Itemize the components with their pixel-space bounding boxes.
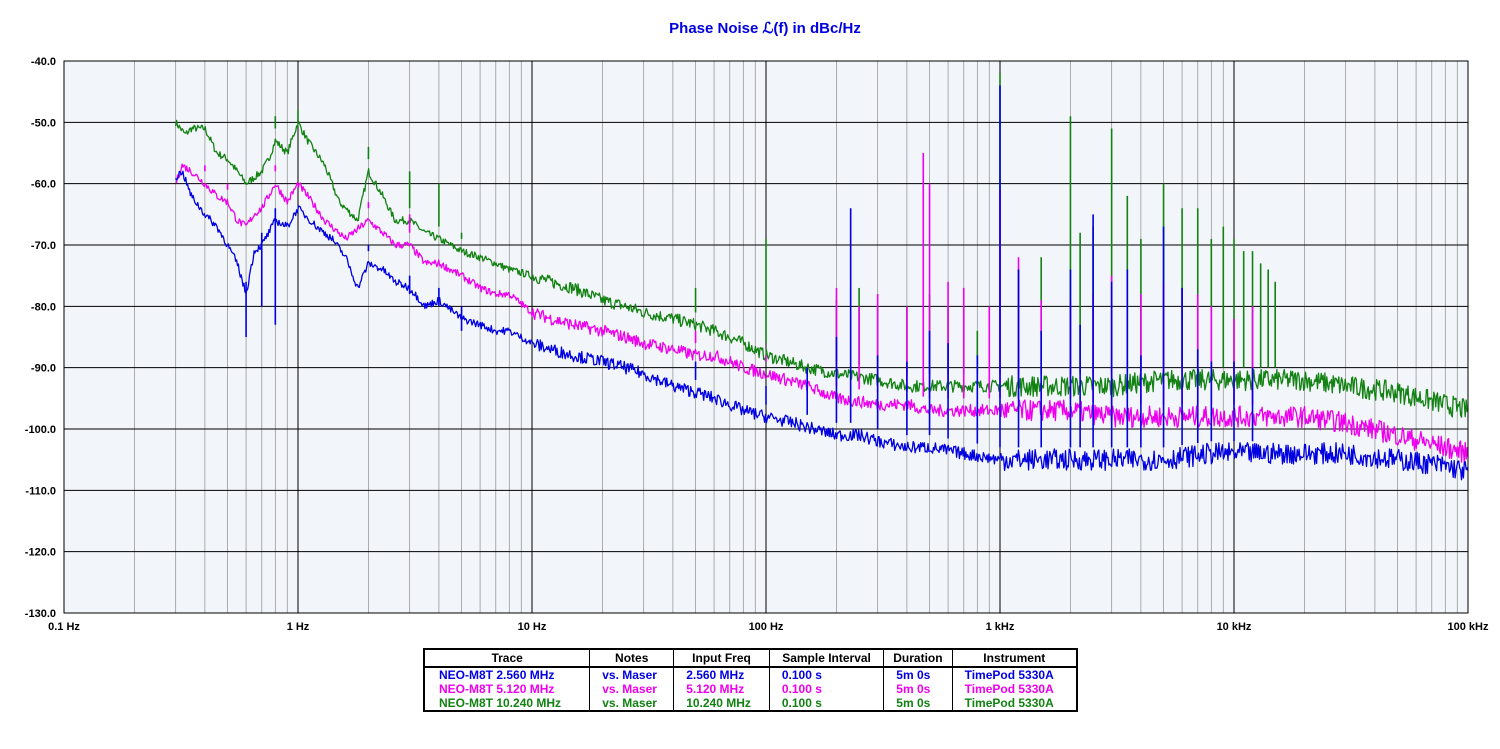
x-tick-label: 100 Hz — [749, 621, 784, 633]
legend-input-freq: 10.240 MHz — [673, 696, 770, 711]
legend-header-notes: Notes — [589, 648, 675, 668]
plot-border — [63, 60, 1469, 614]
y-tick-label: -60.0 — [31, 179, 56, 191]
x-axis-ticks: 0.1 Hz 1 Hz 10 Hz 100 Hz 1 kHz 10 kHz 100 kHz — [48, 621, 1489, 633]
legend-row: NEO-M8T 2.560 MHz vs. Maser 2.560 MHz 0.… — [423, 667, 1078, 682]
series-layer — [174, 73, 1469, 481]
legend-trace-name: NEO-M8T 5.120 MHz — [423, 682, 591, 696]
x-tick-label: 1 Hz — [287, 621, 310, 633]
y-tick-label: -50.0 — [31, 117, 56, 129]
chart-title: Phase Noise ℒ(f) in dBc/Hz — [669, 20, 861, 37]
legend-instrument: TimePod 5330A — [951, 667, 1078, 682]
legend-row: NEO-M8T 10.240 MHz vs. Maser 10.240 MHz … — [423, 696, 1078, 711]
y-axis-ticks: -40.0 -50.0 -60.0 -70.0 -80.0 -90.0 -100.0 -110… — [25, 56, 56, 620]
legend-sample-interval: 0.100 s — [768, 667, 885, 682]
y-tick-label: -80.0 — [31, 301, 56, 313]
legend-trace-name: NEO-M8T 2.560 MHz — [423, 667, 591, 682]
legend-sample-interval: 0.100 s — [768, 682, 885, 696]
legend-input-freq: 5.120 MHz — [673, 682, 770, 696]
legend-header-trace: Trace — [423, 648, 591, 668]
legend-trace-name: NEO-M8T 10.240 MHz — [423, 696, 591, 711]
x-tick-label: 10 kHz — [1217, 621, 1252, 633]
legend-header-row: Trace Notes Input Freq Sample Interval D… — [423, 648, 1078, 668]
y-tick-label: -130.0 — [25, 608, 56, 620]
legend-header-instrument: Instrument — [951, 648, 1078, 668]
legend-instrument: TimePod 5330A — [951, 682, 1078, 696]
y-tick-label: -100.0 — [25, 424, 56, 436]
legend-header-input-freq: Input Freq — [673, 648, 770, 668]
legend-notes: vs. Maser — [589, 667, 675, 682]
legend-duration: 5m 0s — [883, 682, 953, 696]
legend-header-duration: Duration — [883, 648, 953, 668]
legend-duration: 5m 0s — [883, 667, 953, 682]
legend-instrument: TimePod 5330A — [951, 696, 1078, 711]
legend-duration: 5m 0s — [883, 696, 953, 711]
x-tick-label: 10 Hz — [518, 621, 547, 633]
x-tick-label: 0.1 Hz — [48, 621, 80, 633]
y-tick-label: -120.0 — [25, 547, 56, 559]
trace-legend-table: Trace Notes Input Freq Sample Interval D… — [423, 648, 1078, 712]
legend-header-sample-interval: Sample Interval — [768, 648, 885, 668]
y-tick-label: -110.0 — [25, 485, 56, 497]
legend-row: NEO-M8T 5.120 MHz vs. Maser 5.120 MHz 0.… — [423, 682, 1078, 696]
x-tick-label: 100 kHz — [1448, 621, 1489, 633]
y-tick-label: -70.0 — [31, 240, 56, 252]
legend-sample-interval: 0.100 s — [768, 696, 885, 711]
y-tick-label: -40.0 — [31, 56, 56, 68]
x-tick-label: 1 kHz — [986, 621, 1015, 633]
legend-input-freq: 2.560 MHz — [673, 667, 770, 682]
y-tick-label: -90.0 — [31, 363, 56, 375]
legend-notes: vs. Maser — [589, 682, 675, 696]
phase-noise-chart: Phase Noise ℒ(f) in dBc/Hz -40.0 -50.0 -60… — [25, 20, 1489, 633]
legend-notes: vs. Maser — [589, 696, 675, 711]
grid-lines — [63, 60, 1468, 614]
series-line — [175, 170, 1469, 481]
